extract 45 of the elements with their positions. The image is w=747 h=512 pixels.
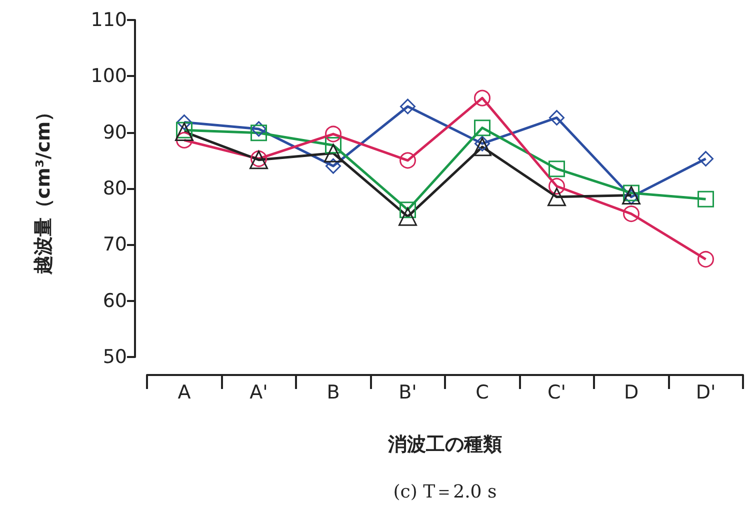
point: [176, 122, 192, 138]
x-tick-label: D: [624, 382, 639, 404]
point: [698, 190, 714, 208]
x-tick-label: B': [398, 382, 417, 404]
point: [622, 186, 640, 204]
y-tick-label: 100: [90, 65, 127, 88]
point: [548, 188, 566, 206]
point: [398, 207, 417, 226]
point: [176, 114, 192, 130]
point: [326, 158, 341, 174]
x-tick-label: A': [250, 382, 268, 404]
x-tick-label: B: [326, 382, 340, 404]
point: [325, 126, 342, 142]
x-axis-title: 消波工の種類: [387, 434, 502, 456]
point: [549, 110, 564, 126]
y-tick-label: 60: [102, 290, 127, 312]
y-tick-label: 90: [102, 121, 127, 144]
point: [175, 122, 194, 142]
point: [324, 144, 342, 162]
y-tick-label: 80: [102, 178, 127, 200]
point: [474, 90, 490, 106]
point: [698, 251, 714, 268]
x-tick-label: C': [548, 382, 566, 404]
y-tick-label: 70: [102, 234, 127, 256]
point: [548, 160, 565, 178]
y-tick-label: 110: [90, 9, 127, 31]
point: [548, 178, 565, 194]
x-tick-label: C: [476, 382, 489, 404]
point: [473, 138, 492, 156]
point: [325, 137, 342, 154]
point: [250, 124, 267, 142]
x-tick-label: A: [178, 382, 191, 404]
point: [623, 206, 640, 222]
point: [474, 120, 490, 136]
point: [400, 152, 416, 169]
point: [400, 98, 416, 114]
point: [623, 184, 640, 202]
point: [400, 202, 416, 218]
y-axis-title: 越波量（cm³/cm）: [32, 102, 54, 276]
text: (c) T＝2.0 s: [393, 482, 497, 502]
y-tick-label: 50: [102, 346, 127, 368]
x-tick-label: D': [696, 382, 716, 404]
point: [176, 132, 192, 148]
point: [251, 121, 266, 137]
point: [698, 150, 714, 166]
